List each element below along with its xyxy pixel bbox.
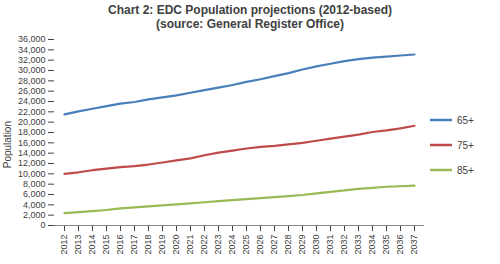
svg-text:22,000: 22,000 <box>18 107 46 117</box>
svg-text:2,000: 2,000 <box>23 210 46 220</box>
svg-text:2013: 2013 <box>73 235 83 255</box>
html-text:65+: 65+ <box>457 114 474 126</box>
svg-text:2028: 2028 <box>283 235 293 255</box>
svg-text:2021: 2021 <box>185 235 195 255</box>
svg-text:32,000: 32,000 <box>18 55 46 65</box>
svg-text:2034: 2034 <box>367 235 377 255</box>
svg-text:10,000: 10,000 <box>18 169 46 179</box>
svg-text:2022: 2022 <box>199 235 209 255</box>
svg-text:2020: 2020 <box>171 235 181 255</box>
svg-text:20,000: 20,000 <box>18 117 46 127</box>
svg-text:30,000: 30,000 <box>18 65 46 75</box>
svg-text:0: 0 <box>40 220 45 230</box>
svg-text:4,000: 4,000 <box>23 200 46 210</box>
svg-text:2033: 2033 <box>353 235 363 255</box>
svg-text:2015: 2015 <box>101 235 111 255</box>
svg-text:2032: 2032 <box>339 235 349 255</box>
html-text:Population: Population <box>1 121 13 169</box>
html-text:Chart 2: EDC Population projec: Chart 2: EDC Population projections (201… <box>108 3 392 17</box>
svg-text:2016: 2016 <box>115 235 125 255</box>
svg-text:2025: 2025 <box>241 235 251 255</box>
svg-text:2036: 2036 <box>395 235 405 255</box>
svg-text:2018: 2018 <box>143 235 153 255</box>
html-text:(source: General Register Offi: (source: General Register Office) <box>156 17 344 31</box>
svg-text:2030: 2030 <box>311 235 321 255</box>
svg-text:36,000: 36,000 <box>18 34 46 44</box>
svg-text:6,000: 6,000 <box>23 189 46 199</box>
svg-text:2035: 2035 <box>381 235 391 255</box>
svg-text:2029: 2029 <box>297 235 307 255</box>
svg-text:2027: 2027 <box>269 235 279 255</box>
svg-text:2031: 2031 <box>325 235 335 255</box>
svg-text:2014: 2014 <box>87 235 97 255</box>
svg-text:2017: 2017 <box>129 235 139 255</box>
svg-text:2019: 2019 <box>157 235 167 255</box>
svg-text:28,000: 28,000 <box>18 76 46 86</box>
svg-text:2037: 2037 <box>409 235 419 255</box>
html-text:85+: 85+ <box>457 164 474 176</box>
svg-text:34,000: 34,000 <box>18 45 46 55</box>
svg-text:14,000: 14,000 <box>18 148 46 158</box>
svg-text:18,000: 18,000 <box>18 127 46 137</box>
svg-text:2026: 2026 <box>255 235 265 255</box>
svg-text:8,000: 8,000 <box>23 179 46 189</box>
svg-text:16,000: 16,000 <box>18 138 46 148</box>
svg-text:12,000: 12,000 <box>18 158 46 168</box>
html-text:75+: 75+ <box>457 139 474 151</box>
svg-text:2023: 2023 <box>213 235 223 255</box>
svg-text:2012: 2012 <box>59 235 69 255</box>
svg-text:24,000: 24,000 <box>18 96 46 106</box>
svg-text:26,000: 26,000 <box>18 86 46 96</box>
svg-text:2024: 2024 <box>227 235 237 255</box>
